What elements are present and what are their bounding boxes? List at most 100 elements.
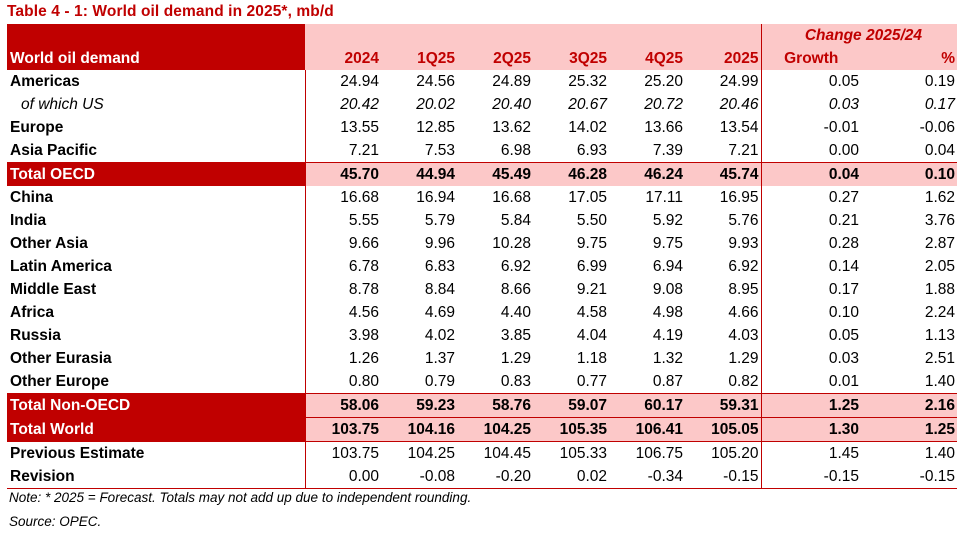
cell-growth: 0.27 bbox=[828, 188, 859, 206]
row-total-world: Total World 103.75 104.16 104.25 105.35 106.4… bbox=[7, 417, 957, 442]
row-africa: Africa 4.56 4.69 4.40 4.58 4.98 4.66 0.10 2.24 bbox=[7, 301, 957, 324]
header-world-oil-demand: World oil demand bbox=[7, 24, 305, 70]
cell-2025: 4.66 bbox=[685, 301, 762, 324]
cell-growth: 0.21 bbox=[828, 211, 859, 229]
cell-3q25: 6.93 bbox=[576, 141, 607, 159]
row-total-non-oecd: Total Non-OECD 58.06 59.23 58.76 59.07 60.17 5… bbox=[7, 393, 957, 418]
cell-percent: -0.15 bbox=[861, 465, 957, 489]
cell-growth: 0.00 bbox=[828, 141, 859, 159]
cell-1q25: 1.37 bbox=[424, 349, 455, 367]
cell-2024: 4.56 bbox=[304, 301, 381, 324]
row-label: Europe bbox=[10, 118, 64, 136]
row-label: Latin America bbox=[10, 257, 112, 275]
cell-4q25: 7.39 bbox=[652, 141, 683, 159]
cell-2024: 6.78 bbox=[304, 255, 381, 278]
cell-2024: 0.80 bbox=[304, 370, 381, 394]
cell-growth: -0.01 bbox=[823, 118, 859, 136]
row-label: China bbox=[10, 188, 54, 206]
cell-1q25: 12.85 bbox=[416, 118, 455, 136]
cell-3q25: 17.05 bbox=[568, 188, 607, 206]
header-col-growth: Growth bbox=[760, 47, 861, 70]
cell-4q25: -0.34 bbox=[609, 465, 685, 489]
cell-1q25: 7.53 bbox=[424, 141, 455, 159]
table-title: Table 4 - 1: World oil demand in 2025*, … bbox=[7, 3, 334, 20]
row-other-eurasia: Other Eurasia 1.26 1.37 1.29 1.18 1.32 1.29 0.0… bbox=[7, 347, 957, 370]
cell-growth: 0.10 bbox=[828, 303, 859, 321]
cell-3q25: 0.02 bbox=[533, 465, 609, 489]
cell-growth: 1.30 bbox=[761, 417, 861, 442]
cell-2q25: 16.68 bbox=[492, 188, 531, 206]
row-europe: Europe 13.55 12.85 13.62 14.02 13.66 13.54 -0.0… bbox=[7, 116, 957, 139]
row-middle-east: Middle East 8.78 8.84 8.66 9.21 9.08 8.95 0.17 1… bbox=[7, 278, 957, 301]
cell-percent: 2.16 bbox=[861, 393, 957, 418]
header-row-top: World oil demand Change 2025/24 bbox=[7, 24, 957, 70]
cell-2q25: 1.29 bbox=[500, 349, 531, 367]
cell-percent: 0.17 bbox=[924, 95, 955, 113]
cell-2025: 4.03 bbox=[685, 324, 762, 347]
cell-percent: 2.05 bbox=[924, 257, 955, 275]
cell-3q25: 59.07 bbox=[533, 393, 609, 418]
cell-1q25: 104.16 bbox=[381, 417, 457, 442]
row-of-which-us: of which US 20.42 20.02 20.40 20.67 20.72 20.4… bbox=[7, 93, 957, 116]
cell-percent: 0.04 bbox=[924, 141, 955, 159]
cell-2024: 16.68 bbox=[304, 186, 381, 209]
cell-2025: 7.21 bbox=[685, 139, 762, 163]
header-pink-band bbox=[305, 24, 761, 47]
cell-percent: 1.25 bbox=[861, 417, 957, 442]
cell-growth: 0.05 bbox=[828, 72, 859, 90]
cell-growth: 0.28 bbox=[828, 234, 859, 252]
header-col-2025: 2025 bbox=[685, 47, 761, 70]
cell-4q25: 106.41 bbox=[609, 417, 685, 442]
cell-2q25: 6.92 bbox=[500, 257, 531, 275]
cell-4q25: 106.75 bbox=[635, 444, 683, 462]
cell-2024: 0.00 bbox=[304, 465, 381, 489]
row-label: of which US bbox=[21, 95, 104, 113]
cell-4q25: 1.32 bbox=[652, 349, 683, 367]
cell-4q25: 46.24 bbox=[609, 162, 685, 186]
cell-2025: 59.31 bbox=[685, 393, 762, 418]
cell-percent: 1.40 bbox=[924, 372, 955, 390]
cell-1q25: 4.69 bbox=[424, 303, 455, 321]
cell-2024: 7.21 bbox=[304, 139, 381, 163]
cell-2024: 8.78 bbox=[304, 278, 381, 301]
cell-2024: 45.70 bbox=[304, 162, 381, 186]
cell-2q25: 58.76 bbox=[457, 393, 533, 418]
header-col-4q25: 4Q25 bbox=[609, 47, 685, 70]
cell-3q25: 105.33 bbox=[559, 444, 607, 462]
cell-2024: 20.42 bbox=[304, 93, 381, 116]
row-india: India 5.55 5.79 5.84 5.50 5.92 5.76 0.21 3.76 bbox=[7, 209, 957, 232]
cell-1q25: 5.79 bbox=[424, 211, 455, 229]
cell-4q25: 0.87 bbox=[652, 372, 683, 390]
cell-percent: 0.19 bbox=[924, 72, 955, 90]
cell-percent: 3.76 bbox=[924, 211, 955, 229]
cell-3q25: 20.67 bbox=[568, 95, 607, 113]
cell-2024: 13.55 bbox=[304, 116, 381, 139]
row-label: Previous Estimate bbox=[10, 444, 145, 462]
cell-1q25: 16.94 bbox=[416, 188, 455, 206]
cell-growth: 1.45 bbox=[828, 444, 859, 462]
cell-2q25: 104.45 bbox=[483, 444, 531, 462]
cell-1q25: 8.84 bbox=[424, 280, 455, 298]
cell-percent: 1.13 bbox=[924, 326, 955, 344]
row-label: Other Asia bbox=[10, 234, 88, 252]
cell-growth: 0.05 bbox=[828, 326, 859, 344]
cell-percent: 2.51 bbox=[924, 349, 955, 367]
cell-growth: 0.04 bbox=[761, 162, 861, 186]
row-other-asia: Other Asia 9.66 9.96 10.28 9.75 9.75 9.93 0.28 2… bbox=[7, 232, 957, 255]
cell-2025: 24.99 bbox=[685, 70, 762, 93]
cell-4q25: 6.94 bbox=[652, 257, 683, 275]
cell-2024: 103.75 bbox=[304, 417, 381, 442]
row-americas: Americas 24.94 24.56 24.89 25.32 25.20 24.99 0.… bbox=[7, 70, 957, 93]
table-source: Source: OPEC. bbox=[9, 514, 102, 529]
cell-2025: 16.95 bbox=[685, 186, 762, 209]
cell-3q25: 4.58 bbox=[576, 303, 607, 321]
cell-3q25: 1.18 bbox=[576, 349, 607, 367]
cell-2024: 58.06 bbox=[304, 393, 381, 418]
table-body: Americas 24.94 24.56 24.89 25.32 25.20 24.99 0.… bbox=[7, 70, 957, 489]
cell-2025: 20.46 bbox=[685, 93, 762, 116]
row-label: Other Europe bbox=[10, 372, 110, 390]
cell-4q25: 4.98 bbox=[652, 303, 683, 321]
cell-2025: 105.20 bbox=[685, 441, 762, 465]
row-label: Total World bbox=[7, 417, 305, 442]
